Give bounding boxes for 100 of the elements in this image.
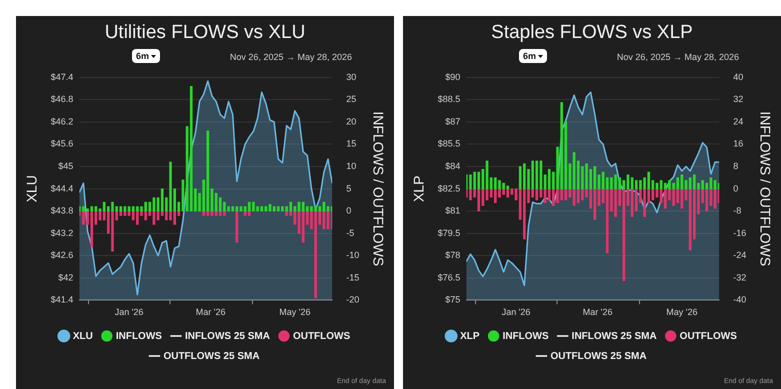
bar: [552, 188, 555, 206]
bar: [639, 180, 642, 190]
bar: [119, 206, 122, 212]
bar: [144, 202, 147, 212]
y-tick-label: $82.5: [438, 183, 460, 194]
bar: [206, 130, 210, 212]
y-tick-label: $88.5: [438, 94, 460, 104]
x-tick-label: May '26: [666, 307, 698, 318]
bar: [556, 188, 559, 204]
bar: [473, 172, 476, 190]
legend-label: OUTFLOWS: [680, 330, 738, 342]
bar: [252, 202, 255, 212]
dropdown-button: 6m: [519, 49, 548, 63]
bar: [572, 152, 576, 190]
bar: [214, 192, 218, 212]
bar: [90, 210, 94, 248]
bar: [585, 163, 588, 190]
bar: [111, 202, 114, 212]
bar: [236, 210, 238, 243]
y2-tick-label: -15: [346, 272, 360, 282]
bar: [540, 160, 542, 190]
bar: [680, 188, 684, 209]
bar: [544, 188, 546, 204]
bar: [502, 182, 505, 190]
bar: [90, 206, 94, 212]
bar: [326, 206, 330, 212]
legend-label: OUTFLOWS: [292, 330, 350, 342]
legend-label: INFLOWS: [116, 330, 162, 342]
y-tick-label: $81: [445, 206, 460, 216]
legend-label: INFLOWS 25 SMA: [184, 330, 270, 342]
x-tick-label: May '26: [279, 307, 310, 318]
bar: [602, 172, 604, 190]
y2-tick-label: -40: [733, 294, 746, 305]
bar: [227, 206, 230, 212]
bar: [231, 206, 234, 212]
bar: [152, 210, 156, 225]
legend-label: INFLOWS 25 SMA: [572, 330, 657, 342]
x-tick-label: Mar '26: [196, 307, 226, 318]
y-tick-label: $78: [445, 250, 460, 260]
bar: [302, 210, 305, 243]
y-tick-label: $87: [445, 116, 460, 126]
bar: [281, 206, 284, 212]
bar: [676, 177, 680, 190]
bar: [606, 188, 609, 254]
bar: [128, 206, 130, 212]
bar: [626, 174, 630, 190]
bar: [523, 163, 526, 190]
bar: [152, 197, 156, 212]
bar: [260, 206, 264, 212]
bar: [223, 202, 226, 212]
bar: [240, 206, 242, 212]
y2-tick-label: 0: [733, 183, 738, 194]
bar: [701, 180, 704, 190]
bar: [132, 206, 135, 212]
y2-tick-label: -20: [346, 294, 360, 305]
bar: [276, 206, 280, 212]
bar: [564, 188, 568, 200]
bar: [664, 188, 667, 209]
bar: [688, 177, 692, 190]
y2-tick-label: 25: [346, 94, 356, 104]
bar: [82, 206, 85, 212]
bar: [531, 160, 534, 190]
y2-tick-label: 40: [733, 72, 744, 82]
y-tick-label: $42.6: [50, 250, 74, 260]
y-tick-label: $46.8: [50, 94, 74, 104]
bar: [486, 160, 488, 190]
bar: [102, 202, 106, 212]
y2-tick-label: -8: [733, 206, 742, 216]
bar: [506, 186, 510, 190]
bar: [610, 177, 613, 190]
y2-tick-label: 24: [733, 116, 744, 126]
bar: [218, 197, 222, 212]
bar: [643, 188, 646, 217]
text: Nov 26, 2025 → May 28, 2026: [230, 52, 352, 62]
y-tick-label: $47.4: [50, 72, 74, 82]
bar: [692, 174, 696, 190]
bar: [86, 208, 89, 212]
legend-label: XLP: [460, 330, 480, 342]
bar: [572, 188, 576, 206]
bar: [576, 188, 580, 204]
bar: [535, 188, 538, 200]
bar: [664, 182, 667, 190]
bar: [326, 210, 330, 230]
legend-label: OUTFLOWS 25 SMA: [163, 350, 260, 362]
y2-tick-label: 5: [346, 183, 352, 194]
bar: [688, 188, 692, 250]
bar: [289, 202, 292, 212]
bar: [477, 172, 480, 190]
bar: [322, 202, 326, 212]
bar: [256, 206, 259, 212]
chart-title: Utilities FLOWS vs XLU: [104, 22, 306, 45]
bar: [668, 180, 671, 190]
y2-tick-label: 0: [346, 206, 352, 216]
bar: [124, 210, 126, 216]
y2-tick-label: -5: [346, 228, 354, 238]
y-tick-label: $43.8: [50, 206, 74, 216]
bar: [634, 180, 638, 190]
bar: [477, 188, 480, 212]
bar: [298, 202, 300, 212]
bar: [523, 188, 526, 240]
